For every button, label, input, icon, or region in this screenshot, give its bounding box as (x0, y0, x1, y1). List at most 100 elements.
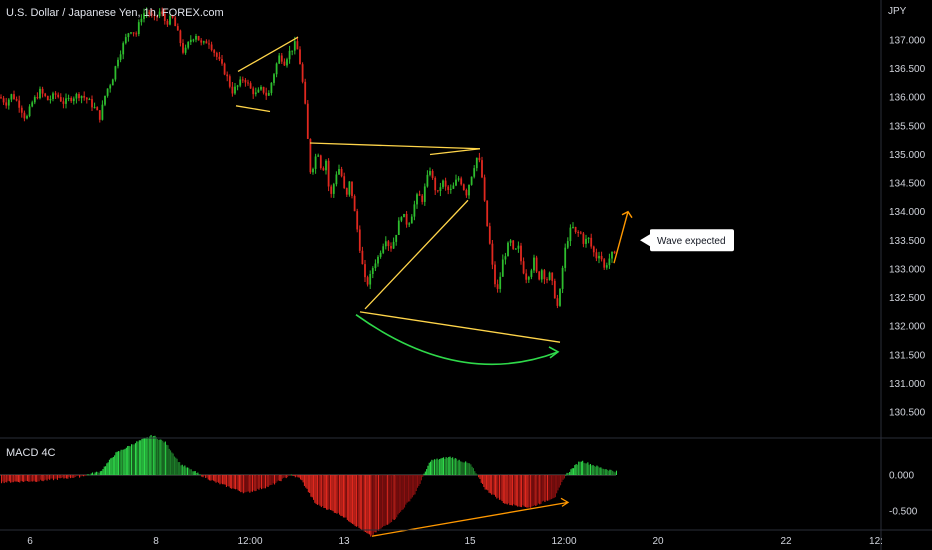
macd-bar (580, 461, 582, 475)
macd-bar (467, 463, 469, 475)
candle-body (239, 79, 242, 86)
macd-bar (289, 475, 291, 476)
candle-body (387, 241, 390, 247)
candle-body (452, 185, 455, 189)
macd-bar (20, 475, 22, 481)
macd-bar (348, 475, 350, 522)
macd-bar (188, 467, 190, 475)
macd-bar (418, 475, 420, 486)
wave-expected-callout[interactable]: Wave expected (640, 229, 734, 252)
time-axis[interactable]: 6 8 12:00 13 15 12:00 20 22 12: (27, 536, 883, 547)
macd-bar (497, 475, 499, 498)
projection-arrow-line (613, 211, 629, 264)
macd-bar (400, 475, 402, 512)
macd-bar (19, 475, 21, 483)
macd-bar (405, 475, 407, 505)
macd-bar (81, 475, 83, 476)
indicator-title[interactable]: MACD 4C (6, 447, 56, 459)
candle-body (468, 184, 470, 196)
candle-body (473, 168, 476, 177)
macd-bar (71, 475, 73, 478)
macd-bar (387, 475, 389, 525)
macd-bar (613, 471, 615, 475)
macd-bar (547, 475, 549, 501)
candle-body (135, 33, 138, 35)
macd-bar (462, 462, 464, 475)
candle-body (423, 186, 426, 202)
macd-bar (297, 475, 299, 478)
candle-body (236, 85, 239, 87)
symbol-title[interactable]: U.S. Dollar / Japanese Yen, 1h, FOREX.co… (6, 7, 224, 19)
candle-body (392, 241, 395, 249)
price-panel[interactable] (0, 7, 616, 309)
candle-body (374, 263, 377, 269)
macd-bar (103, 466, 105, 475)
candle-body (260, 86, 262, 90)
candle-body (46, 96, 49, 101)
macd-bar (612, 470, 614, 475)
macd-bar (28, 475, 30, 482)
macd-axis[interactable]: 0.000 -0.500 (889, 471, 918, 518)
candle-body (520, 245, 522, 262)
macd-bar (353, 475, 355, 525)
candle-body (530, 270, 533, 277)
macd-bar (521, 475, 523, 508)
macd-bar (398, 475, 400, 514)
candle-body (132, 32, 135, 34)
macd-bar (541, 475, 543, 502)
macd-bar (114, 455, 116, 475)
macd-bar (392, 475, 394, 520)
macd-bar (354, 475, 356, 527)
candle-body (83, 95, 86, 98)
macd-bar (199, 474, 201, 475)
macd-bar (350, 475, 352, 524)
candle-body (603, 259, 606, 268)
candle-body (262, 86, 265, 93)
macd-bar (257, 475, 259, 489)
candle-body (88, 99, 91, 101)
macd-bar (92, 472, 94, 475)
macd-bar (25, 475, 27, 481)
candle-body (369, 274, 372, 285)
candle-body (213, 50, 216, 53)
macd-bar (223, 475, 225, 485)
macd-bar (420, 475, 422, 481)
macd-bar (482, 475, 484, 485)
candle-body (161, 11, 164, 14)
macd-bar (553, 475, 555, 498)
macd-bar (58, 475, 60, 478)
macd-bar (394, 475, 396, 520)
wedge-line (235, 105, 271, 113)
macd-bar (224, 475, 226, 485)
macd-bar (301, 475, 303, 481)
candle-body (356, 211, 359, 230)
macd-bar (190, 469, 192, 475)
price-axis[interactable]: 137.000 136.500 136.000 135.500 135.000 134.5… (889, 36, 926, 419)
candle-body (462, 184, 465, 190)
macd-bar (17, 475, 19, 483)
candle-body (543, 270, 546, 280)
macd-bar (160, 439, 162, 475)
candle-body (241, 79, 244, 81)
pattern-drawings[interactable] (235, 36, 633, 366)
macd-bar (76, 475, 78, 476)
candle-body (353, 196, 356, 212)
macd-bar (33, 475, 35, 481)
macd-bar (493, 475, 495, 495)
macd-bar (184, 465, 186, 475)
macd-bar (337, 475, 339, 513)
macd-panel[interactable] (0, 434, 617, 537)
macd-bar (567, 472, 569, 475)
macd-bar (558, 475, 560, 488)
macd-bar (37, 475, 39, 482)
macd-bar (561, 475, 563, 483)
macd-bar (277, 475, 279, 481)
macd-bar (209, 475, 211, 481)
macd-bar (335, 475, 337, 513)
macd-bar (284, 475, 286, 478)
macd-bar (383, 475, 385, 527)
macd-bar (536, 475, 538, 505)
macd-bar (362, 475, 364, 530)
macd-bar (344, 475, 346, 518)
